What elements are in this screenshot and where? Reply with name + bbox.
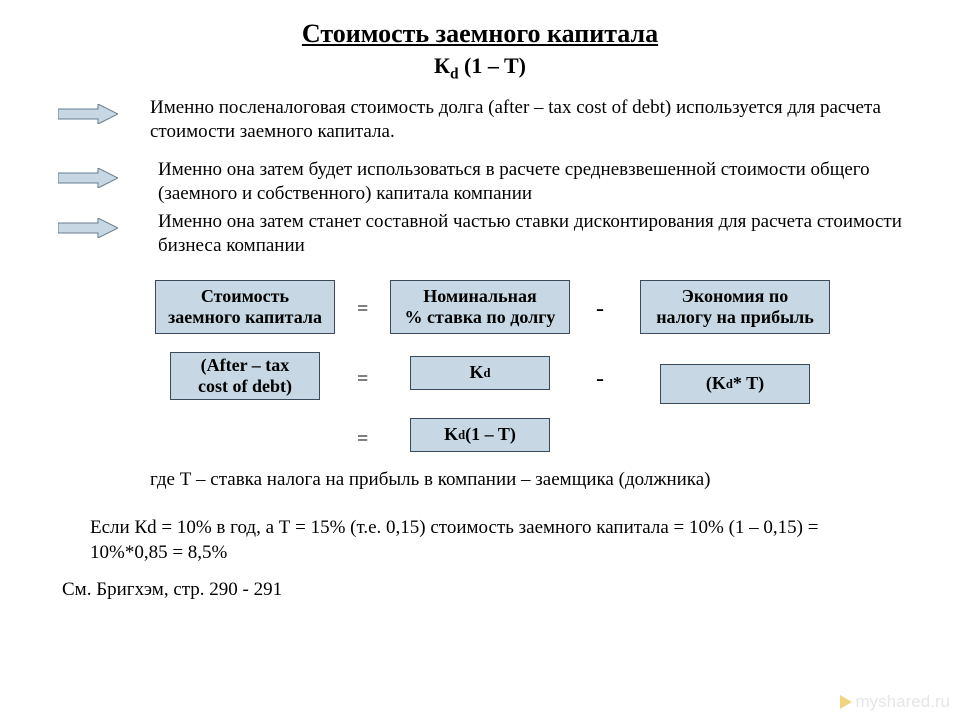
reference-text: См. Бригхэм, стр. 290 - 291 <box>62 578 282 603</box>
formula-box-c-1: (Kd * T) <box>660 364 810 404</box>
example-text: Если Кd = 10% в год, а Т = 15% (т.е. 0,1… <box>90 516 890 565</box>
bullet-text: Именно она затем будет использоваться в … <box>158 158 918 206</box>
bullet-text: Именно посленалоговая стоимость долга (a… <box>150 96 910 144</box>
slide-subtitle: Кd (1 – T) <box>302 53 658 83</box>
formula-box-b-2: Kd (1 – T) <box>410 418 550 452</box>
bullet-arrow-icon <box>58 104 118 124</box>
formula-box-a-1: (After – taxcost of debt) <box>170 352 320 400</box>
bullet-arrow-icon <box>58 218 118 238</box>
play-icon <box>840 695 852 709</box>
formula-box-b-1: Kd <box>410 356 550 390</box>
formula-box-b-0: Номинальная% ставка по долгу <box>390 280 570 334</box>
minus-sign: - <box>596 296 604 323</box>
title-block: Стоимость заемного капитала Кd (1 – T) <box>302 18 658 83</box>
formula-box-a-0: Стоимостьзаемного капитала <box>155 280 335 334</box>
minus-sign: - <box>596 366 604 393</box>
where-note: где Т – ставка налога на прибыль в компа… <box>150 468 711 493</box>
equals-sign: = <box>357 298 368 321</box>
equals-sign: = <box>357 368 368 391</box>
bullet-arrow-icon <box>58 168 118 188</box>
formula-box-c-0: Экономия поналогу на прибыль <box>640 280 830 334</box>
slide-title: Стоимость заемного капитала <box>302 18 658 51</box>
bullet-text: Именно она затем станет составной частью… <box>158 210 918 258</box>
slide-root: Стоимость заемного капитала Кd (1 – T) г… <box>0 0 960 720</box>
equals-sign: = <box>357 428 368 451</box>
watermark: myshared.ru <box>840 692 950 712</box>
